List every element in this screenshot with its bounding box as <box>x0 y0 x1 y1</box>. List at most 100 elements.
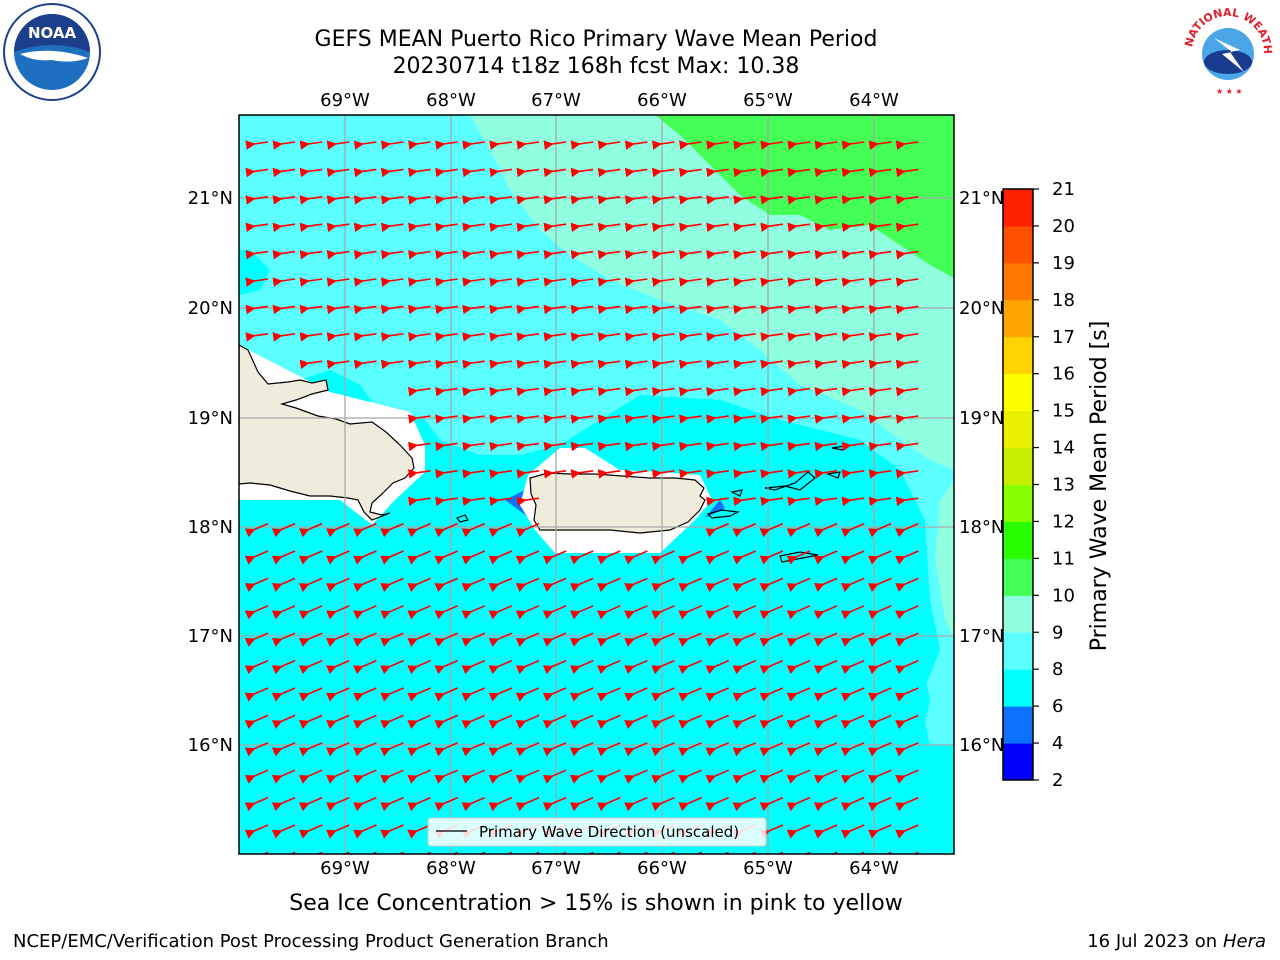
wave-arrow <box>298 522 323 538</box>
footer-date: 16 Jul 2023 on Hera <box>1087 930 1266 954</box>
colorbar-tick-label: 15 <box>1052 401 1075 422</box>
wave-arrow <box>298 687 323 702</box>
wave-arrow <box>461 714 486 729</box>
wave-arrow <box>651 277 675 287</box>
wave-arrow <box>435 441 458 452</box>
wave-arrow <box>435 195 458 205</box>
wave-arrow <box>407 605 431 620</box>
wave-arrow <box>895 659 919 675</box>
wave-arrow <box>380 249 404 260</box>
wave-arrow <box>326 742 350 757</box>
wave-arrow <box>543 469 567 479</box>
wave-arrow <box>569 659 594 675</box>
wave-arrow <box>543 359 567 370</box>
wave-arrow <box>380 714 404 729</box>
wave-arrow <box>895 332 919 342</box>
wave-arrow <box>705 687 730 702</box>
wave-arrow <box>407 632 431 647</box>
wave-arrow <box>597 332 621 342</box>
wave-arrow <box>380 332 404 342</box>
wave-arrow <box>732 742 757 757</box>
colorbar-tick-label: 17 <box>1052 327 1075 348</box>
wave-arrow <box>759 577 784 592</box>
wave-arrow <box>597 249 621 260</box>
wave-arrow <box>705 659 730 675</box>
graticule <box>239 115 954 854</box>
wave-arrow <box>651 659 675 675</box>
colorbar-tick-label: 4 <box>1052 733 1063 754</box>
lon-label-bottom: 69°W <box>320 858 370 879</box>
wave-arrow <box>868 441 892 452</box>
wave-arrow <box>705 796 730 812</box>
wave-arrow <box>733 441 756 452</box>
period-9-10-edge <box>935 480 954 640</box>
wave-arrow <box>380 796 404 812</box>
wave-arrow <box>515 550 540 565</box>
wave-arrow <box>706 496 729 507</box>
wave-arrow <box>759 742 784 757</box>
wave-arrow <box>895 441 919 452</box>
wave-arrow <box>597 359 621 370</box>
wave-arrow <box>597 195 621 205</box>
lat-label-left: 17°N <box>188 626 233 647</box>
wave-arrow <box>408 441 431 452</box>
wave-arrow <box>597 769 621 784</box>
lon-label-top: 67°W <box>531 90 581 111</box>
wave-arrow <box>570 277 594 287</box>
wave-arrow <box>380 522 404 538</box>
wave-arrow <box>678 714 702 729</box>
wave-arrow <box>462 332 485 342</box>
wave-arrow <box>244 742 269 757</box>
wave-arrow <box>244 687 269 702</box>
wave-arrow <box>380 359 404 370</box>
wave-arrow <box>679 414 702 424</box>
wave-arrow <box>651 359 675 370</box>
wave-arrow <box>759 796 784 812</box>
wave-arrow <box>624 714 648 729</box>
wave-arrow <box>244 632 269 647</box>
wave-arrow <box>678 605 702 620</box>
wave-arrow <box>407 550 431 565</box>
lon-label-top: 64°W <box>849 90 899 111</box>
wave-arrow <box>678 550 702 565</box>
wave-arrow <box>786 522 811 538</box>
wave-arrow <box>732 577 757 592</box>
wave-arrow <box>434 742 459 757</box>
wave-arrow <box>380 742 404 757</box>
wave-arrow <box>759 605 784 620</box>
wave-arrow <box>597 441 621 452</box>
wave-arrow <box>570 386 594 397</box>
wave-arrow <box>760 496 784 507</box>
colorbar-tick-label: 9 <box>1052 622 1063 643</box>
land-vieques <box>706 509 741 519</box>
wave-arrow <box>245 140 269 150</box>
colorbar-tick-label: 19 <box>1052 253 1075 274</box>
wave-arrow <box>326 824 350 839</box>
wave-arrow <box>787 167 811 178</box>
colorbar-segment <box>1003 189 1033 227</box>
wave-arrow <box>624 742 648 757</box>
wave-arrow <box>299 167 323 178</box>
wave-arrow <box>569 769 594 784</box>
wave-arrow <box>516 222 540 233</box>
wave-arrow <box>299 332 323 342</box>
wave-arrow <box>840 687 865 702</box>
wave-arrow <box>679 386 702 397</box>
wave-arrow <box>461 742 486 757</box>
wave-arrow <box>326 249 350 260</box>
wave-arrow <box>733 304 756 315</box>
wave-arrow <box>461 796 486 812</box>
wave-arrow <box>488 605 513 620</box>
wave-arrow <box>624 577 648 592</box>
wave-arrow <box>787 359 811 370</box>
wave-arrow <box>326 659 350 675</box>
wave-arrow <box>760 304 784 315</box>
wave-arrow <box>461 632 486 647</box>
wave-arrow <box>868 796 892 812</box>
wave-arrow <box>380 824 404 839</box>
wave-arrow <box>651 222 675 233</box>
wave-arrow <box>706 167 729 178</box>
colorbar-segment <box>1003 484 1033 522</box>
wave-arrow <box>542 687 567 702</box>
wave-arrow <box>895 277 919 287</box>
